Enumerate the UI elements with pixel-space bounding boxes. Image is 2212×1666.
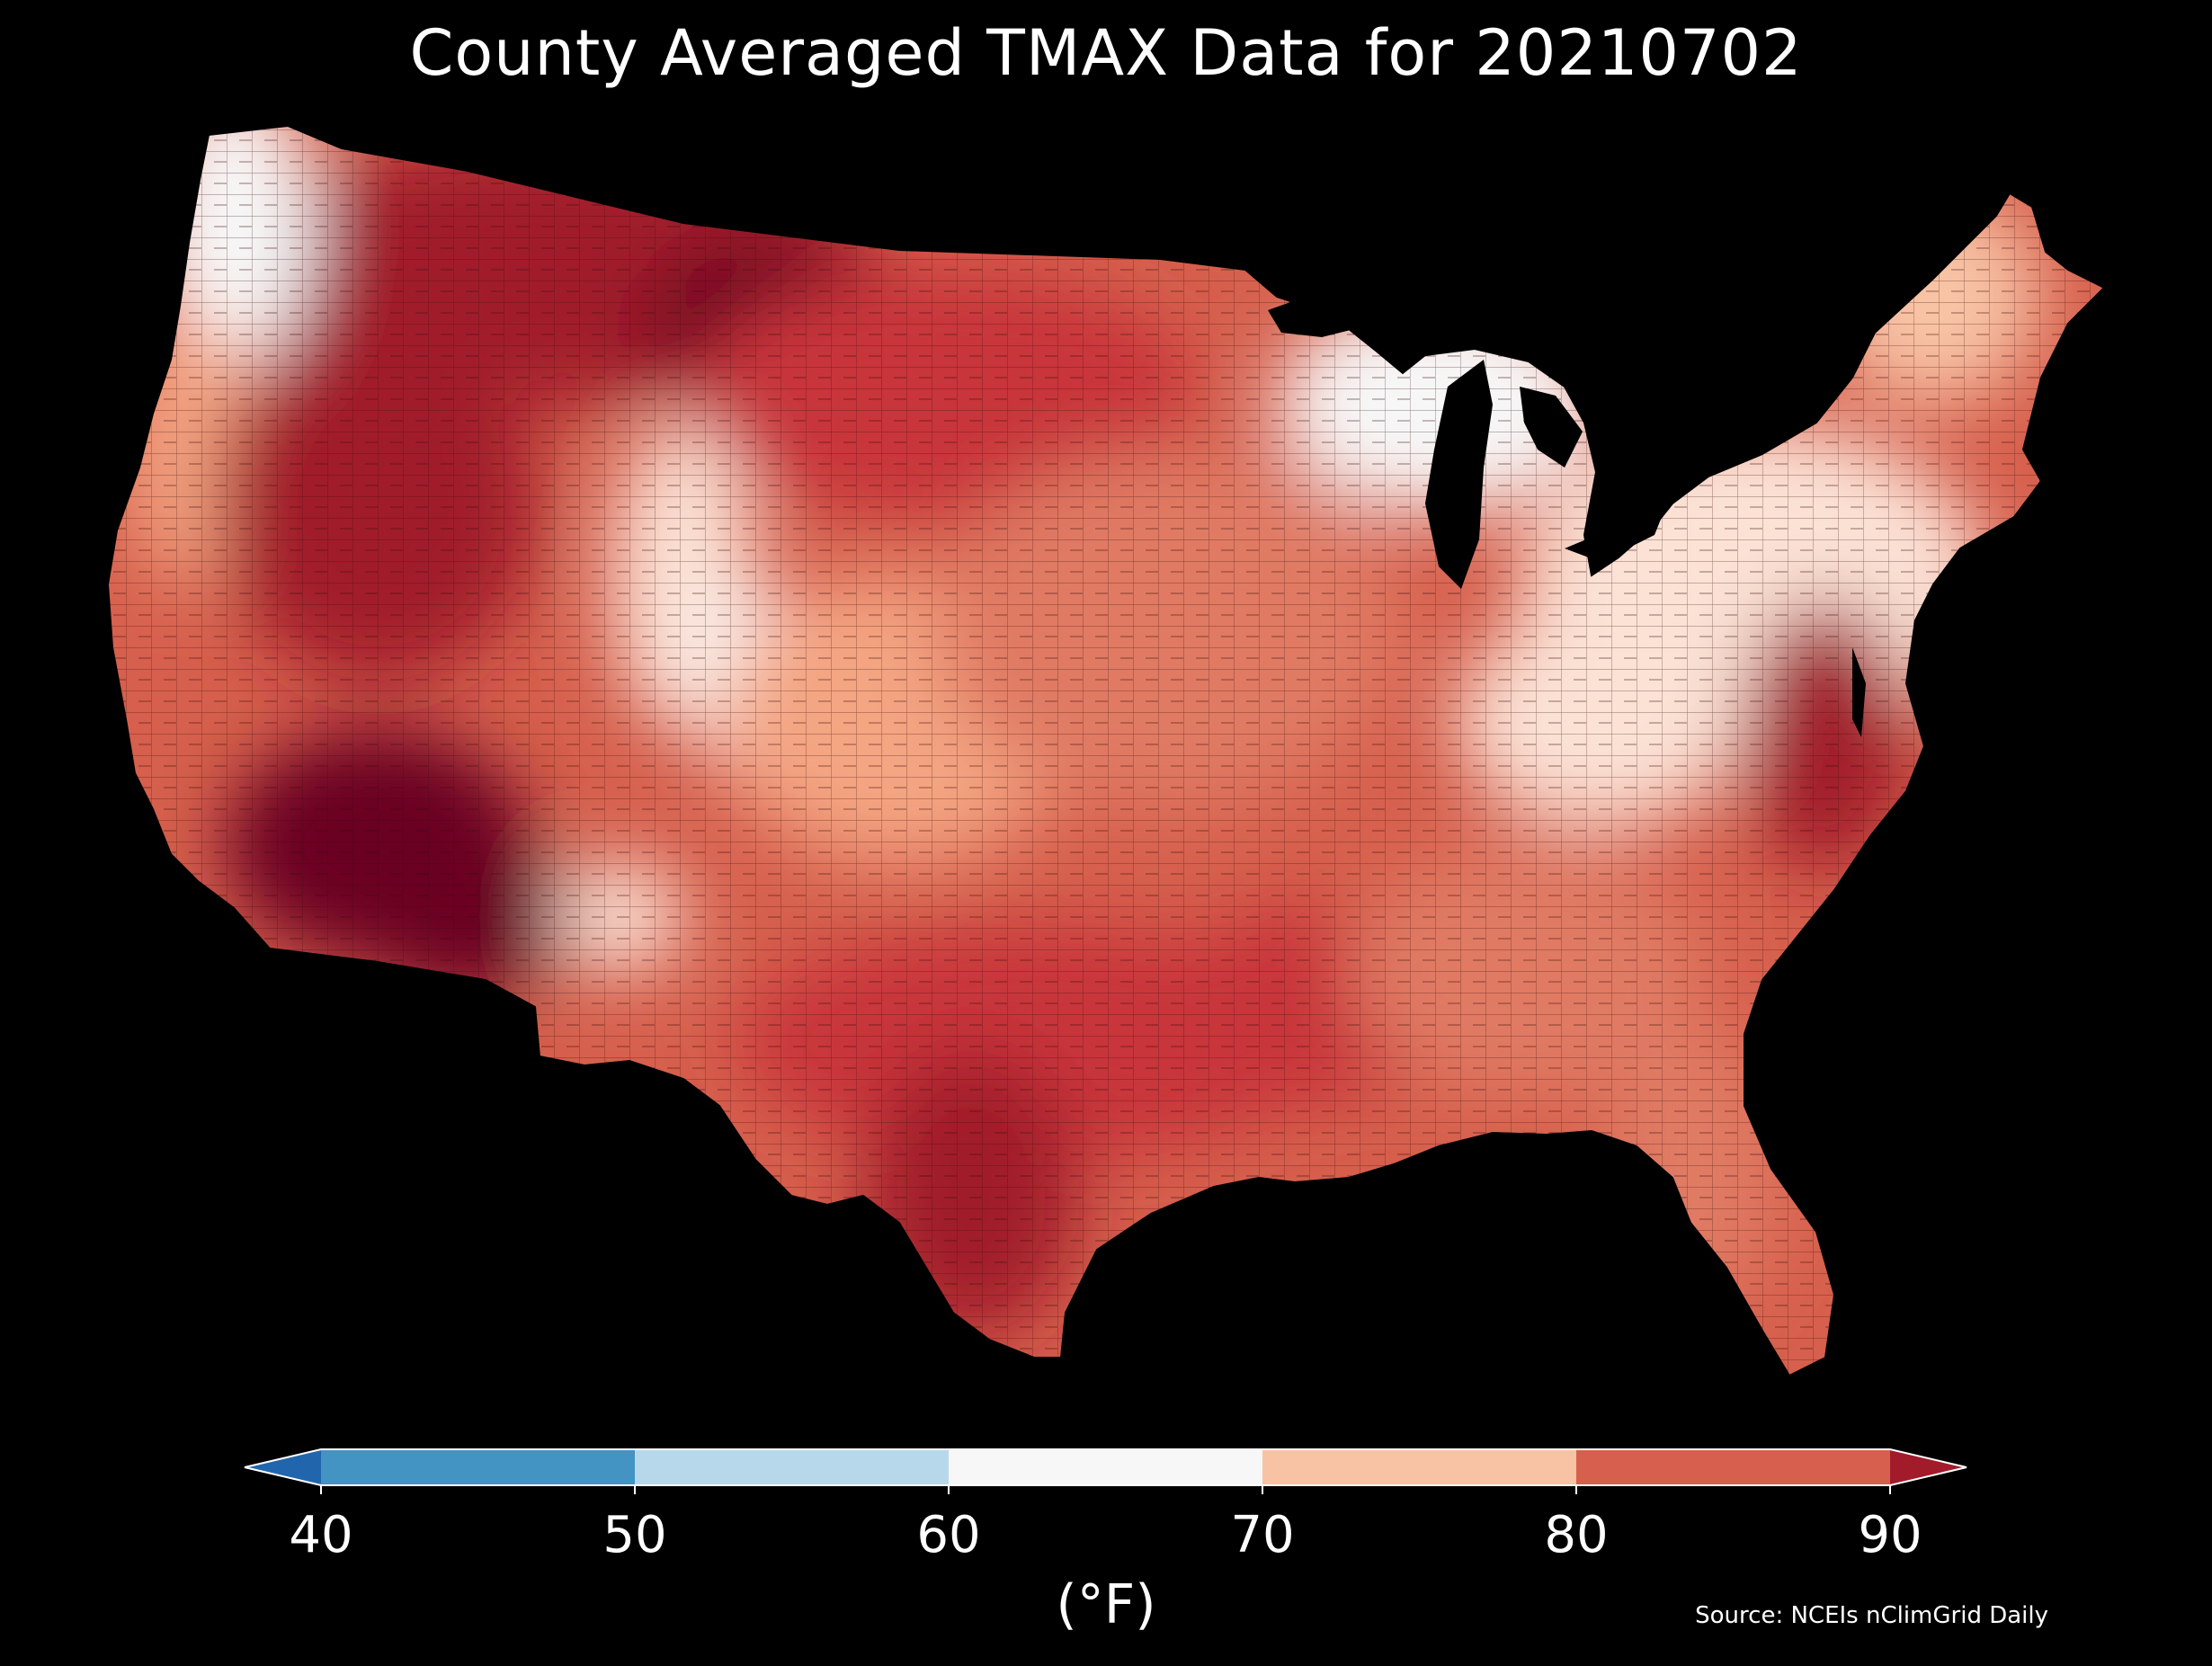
colorbar-unit-label: (°F) — [1056, 1573, 1156, 1636]
lake-huron — [1520, 387, 1583, 468]
colorbar-tick-label: 90 — [1858, 1506, 1922, 1564]
chesapeake-bay — [1852, 647, 1866, 737]
lake-michigan — [1425, 360, 1493, 589]
lake-erie — [1565, 512, 1663, 562]
colorbar-tick-label: 40 — [289, 1506, 353, 1564]
colorbar-bin-80-90 — [1576, 1449, 1890, 1485]
colorbar-under-arrow — [245, 1449, 321, 1485]
colorbar-bin-70-80 — [1262, 1449, 1576, 1485]
map-title: County Averaged TMAX Data for 20210702 — [409, 16, 1803, 90]
colorbar-tick-label: 60 — [916, 1506, 981, 1564]
colorbar-bin-60-70 — [949, 1449, 1262, 1485]
source-credit: Source: NCEIs nClimGrid Daily — [1695, 1602, 2048, 1629]
lake-superior — [1268, 279, 1403, 337]
colorbar-tick-label: 70 — [1230, 1506, 1295, 1564]
colorbar-tick-label: 50 — [602, 1506, 667, 1564]
colorbar-bin-50-60 — [635, 1449, 949, 1485]
colorbar-over-arrow — [1890, 1449, 1967, 1485]
colorbar-bin-40-50 — [321, 1449, 635, 1485]
colorbar-tick-label: 80 — [1544, 1506, 1609, 1564]
